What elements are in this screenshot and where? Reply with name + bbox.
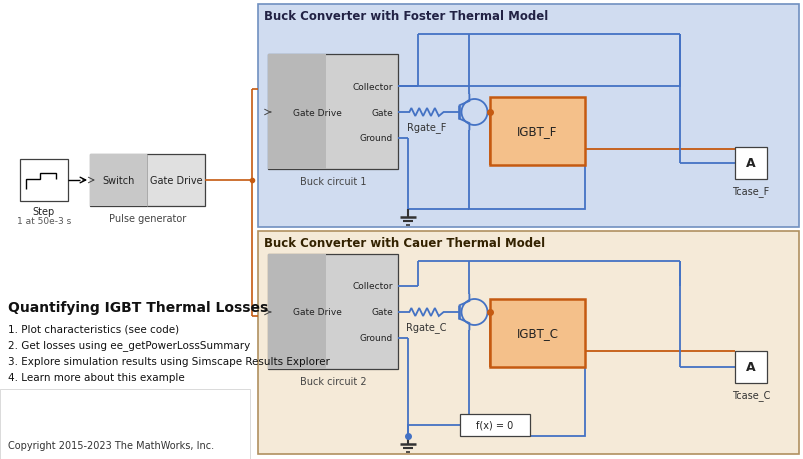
Bar (267, 254, 397, 369)
Bar (267, 254, 326, 369)
Text: Buck Converter with Cauer Thermal Model: Buck Converter with Cauer Thermal Model (263, 237, 544, 250)
Text: Rgate_F: Rgate_F (406, 122, 446, 133)
Text: Collector: Collector (352, 82, 393, 91)
Text: Buck circuit 1: Buck circuit 1 (300, 177, 366, 187)
Bar (258, 5, 798, 228)
Bar (0, 389, 250, 459)
Bar (459, 414, 529, 436)
Text: Gate Drive: Gate Drive (292, 308, 341, 317)
Bar (267, 55, 326, 170)
Text: Gate: Gate (371, 108, 393, 117)
Text: Quantifying IGBT Thermal Losses: Quantifying IGBT Thermal Losses (8, 300, 268, 314)
Text: Gate: Gate (371, 308, 393, 317)
Text: Gate Drive: Gate Drive (292, 108, 341, 117)
Text: Buck Converter with Foster Thermal Model: Buck Converter with Foster Thermal Model (263, 11, 548, 23)
Text: Tcase_C: Tcase_C (731, 390, 769, 401)
Text: A: A (745, 361, 755, 374)
Bar (258, 231, 798, 454)
Text: Rgate_C: Rgate_C (406, 322, 446, 333)
Bar (90, 155, 205, 207)
Text: 4. Learn more about this example: 4. Learn more about this example (8, 372, 185, 382)
Text: Step: Step (33, 207, 55, 217)
Bar (267, 55, 397, 170)
Bar (489, 98, 585, 166)
Bar (734, 351, 766, 383)
Text: Ground: Ground (359, 334, 393, 343)
Text: 1. Plot characteristics (see code): 1. Plot characteristics (see code) (8, 325, 179, 334)
Bar (734, 148, 766, 179)
Text: 3. Explore simulation results using Simscape Results Explorer: 3. Explore simulation results using Sims… (8, 356, 329, 366)
Text: A: A (745, 157, 755, 170)
Text: Tcase_F: Tcase_F (732, 186, 768, 197)
Text: 2. Get losses using ee_getPowerLossSummary: 2. Get losses using ee_getPowerLossSumma… (8, 340, 250, 351)
Text: Copyright 2015-2023 The MathWorks, Inc.: Copyright 2015-2023 The MathWorks, Inc. (8, 440, 214, 450)
Text: Gate Drive: Gate Drive (149, 176, 202, 185)
Text: IGBT_C: IGBT_C (516, 327, 558, 340)
Bar (90, 155, 147, 207)
Text: Switch: Switch (103, 176, 135, 185)
Text: IGBT_F: IGBT_F (516, 125, 557, 138)
Text: Ground: Ground (359, 134, 393, 143)
Bar (20, 160, 68, 202)
Bar (489, 299, 585, 367)
Text: Buck circuit 2: Buck circuit 2 (300, 376, 366, 386)
Text: Pulse generator: Pulse generator (108, 213, 185, 224)
Text: f(x) = 0: f(x) = 0 (476, 420, 513, 430)
Text: Collector: Collector (352, 282, 393, 291)
Text: 1 at 50e-3 s: 1 at 50e-3 s (17, 217, 71, 226)
